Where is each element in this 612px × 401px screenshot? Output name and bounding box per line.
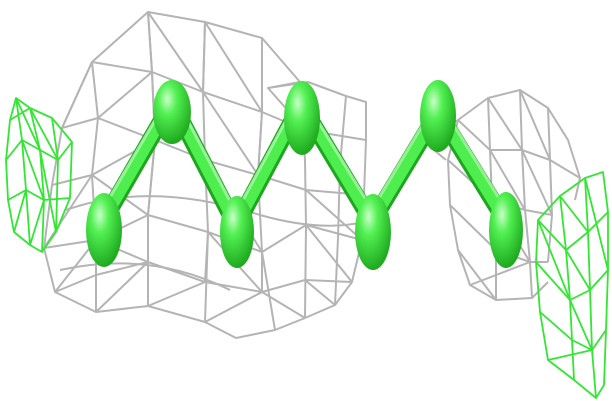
atom-7 xyxy=(489,192,523,268)
atom-1 xyxy=(86,193,122,267)
atom-6 xyxy=(420,80,456,152)
molecule-atoms xyxy=(86,80,523,270)
atom-4 xyxy=(284,81,320,155)
difference-mesh-right xyxy=(535,171,609,399)
atom-2 xyxy=(153,80,191,144)
difference-mesh-left xyxy=(5,97,73,253)
atom-3 xyxy=(220,196,254,268)
atom-5 xyxy=(355,194,391,270)
